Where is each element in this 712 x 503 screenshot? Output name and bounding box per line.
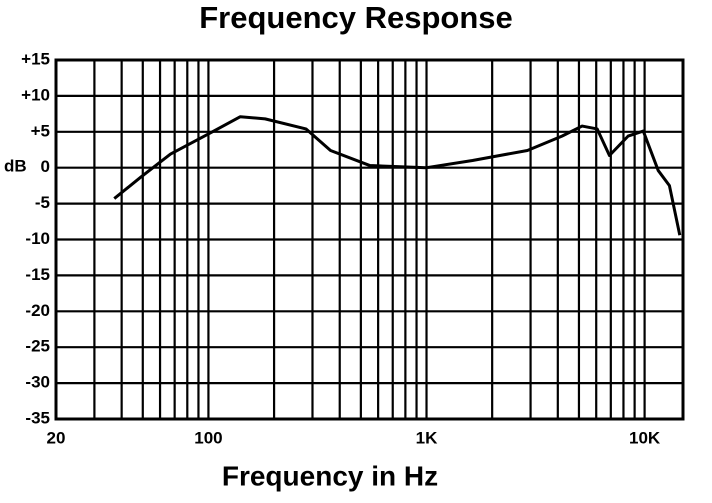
x-axis-label: Frequency in Hz xyxy=(222,460,438,491)
plot-border xyxy=(54,58,685,421)
x-tick-label: 20 xyxy=(47,428,66,447)
y-tick-label: -30 xyxy=(25,373,50,392)
y-tick-label: +5 xyxy=(31,121,50,140)
x-tick-label: 100 xyxy=(194,428,222,447)
y-tick-label: -25 xyxy=(25,337,50,356)
y-axis-label: dB xyxy=(4,156,27,175)
x-tick-label: 1K xyxy=(416,428,438,447)
y-tick-label: +10 xyxy=(21,85,50,104)
y-tick-label: -20 xyxy=(25,301,50,320)
y-tick-label: +15 xyxy=(21,49,50,68)
y-tick-label: -10 xyxy=(25,229,50,248)
x-tick-label: 10K xyxy=(629,428,661,447)
chart-title: Frequency Response xyxy=(199,0,513,35)
y-tick-label: -15 xyxy=(25,265,50,284)
y-tick-label: -5 xyxy=(35,193,50,212)
y-tick-label: -35 xyxy=(25,408,50,427)
line xyxy=(113,115,682,236)
y-tick-label: 0 xyxy=(41,157,50,176)
